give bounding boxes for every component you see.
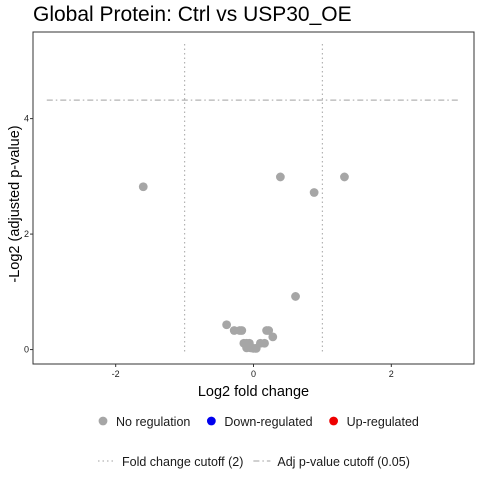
y-axis-label: -Log2 (adjusted p-value) bbox=[7, 125, 23, 282]
x-axis-label: Log2 fold change bbox=[198, 384, 309, 400]
y-tick-label: 4 bbox=[24, 114, 29, 124]
legend-key-up-regulated bbox=[329, 416, 339, 426]
data-point bbox=[275, 172, 285, 182]
legend-line-keys: Fold change cutoff (2) Adj p-value cutoff… bbox=[98, 455, 410, 469]
legend-label-adj-p-value-cutoff-0-05-: Adj p-value cutoff (0.05) bbox=[277, 455, 409, 469]
legend-key-no-regulation bbox=[98, 416, 108, 426]
data-point bbox=[264, 326, 274, 335]
y-tick-label: 2 bbox=[24, 229, 29, 239]
x-tick-label: 0 bbox=[251, 369, 256, 379]
legend-point-keys: No regulation Down-regulated Up-regulated bbox=[98, 415, 419, 429]
data-point bbox=[251, 344, 261, 353]
data-point bbox=[260, 338, 269, 348]
chart-title: Global Protein: Ctrl vs USP30_OE bbox=[33, 3, 352, 26]
panel-border bbox=[32, 31, 475, 365]
legend-label-down-regulated: Down-regulated bbox=[224, 415, 312, 429]
legend-label-fold-change-cutoff-2-: Fold change cutoff (2) bbox=[122, 455, 243, 469]
legend-key-down-regulated bbox=[206, 416, 216, 426]
data-point bbox=[138, 182, 148, 192]
data-point bbox=[268, 332, 278, 342]
x-tick-label: 2 bbox=[389, 369, 394, 379]
x-tick-label: -2 bbox=[112, 369, 120, 379]
y-tick-label: 0 bbox=[24, 345, 29, 355]
legend-label-up-regulated: Up-regulated bbox=[347, 415, 419, 429]
data-point bbox=[237, 326, 247, 335]
data-point bbox=[340, 172, 349, 182]
data-point bbox=[222, 320, 232, 330]
data-point bbox=[309, 188, 319, 197]
legend-label-no-regulation: No regulation bbox=[116, 415, 190, 429]
plot-panel: -2 0 2 0 2 4 bbox=[24, 31, 475, 379]
data-point bbox=[291, 292, 300, 301]
